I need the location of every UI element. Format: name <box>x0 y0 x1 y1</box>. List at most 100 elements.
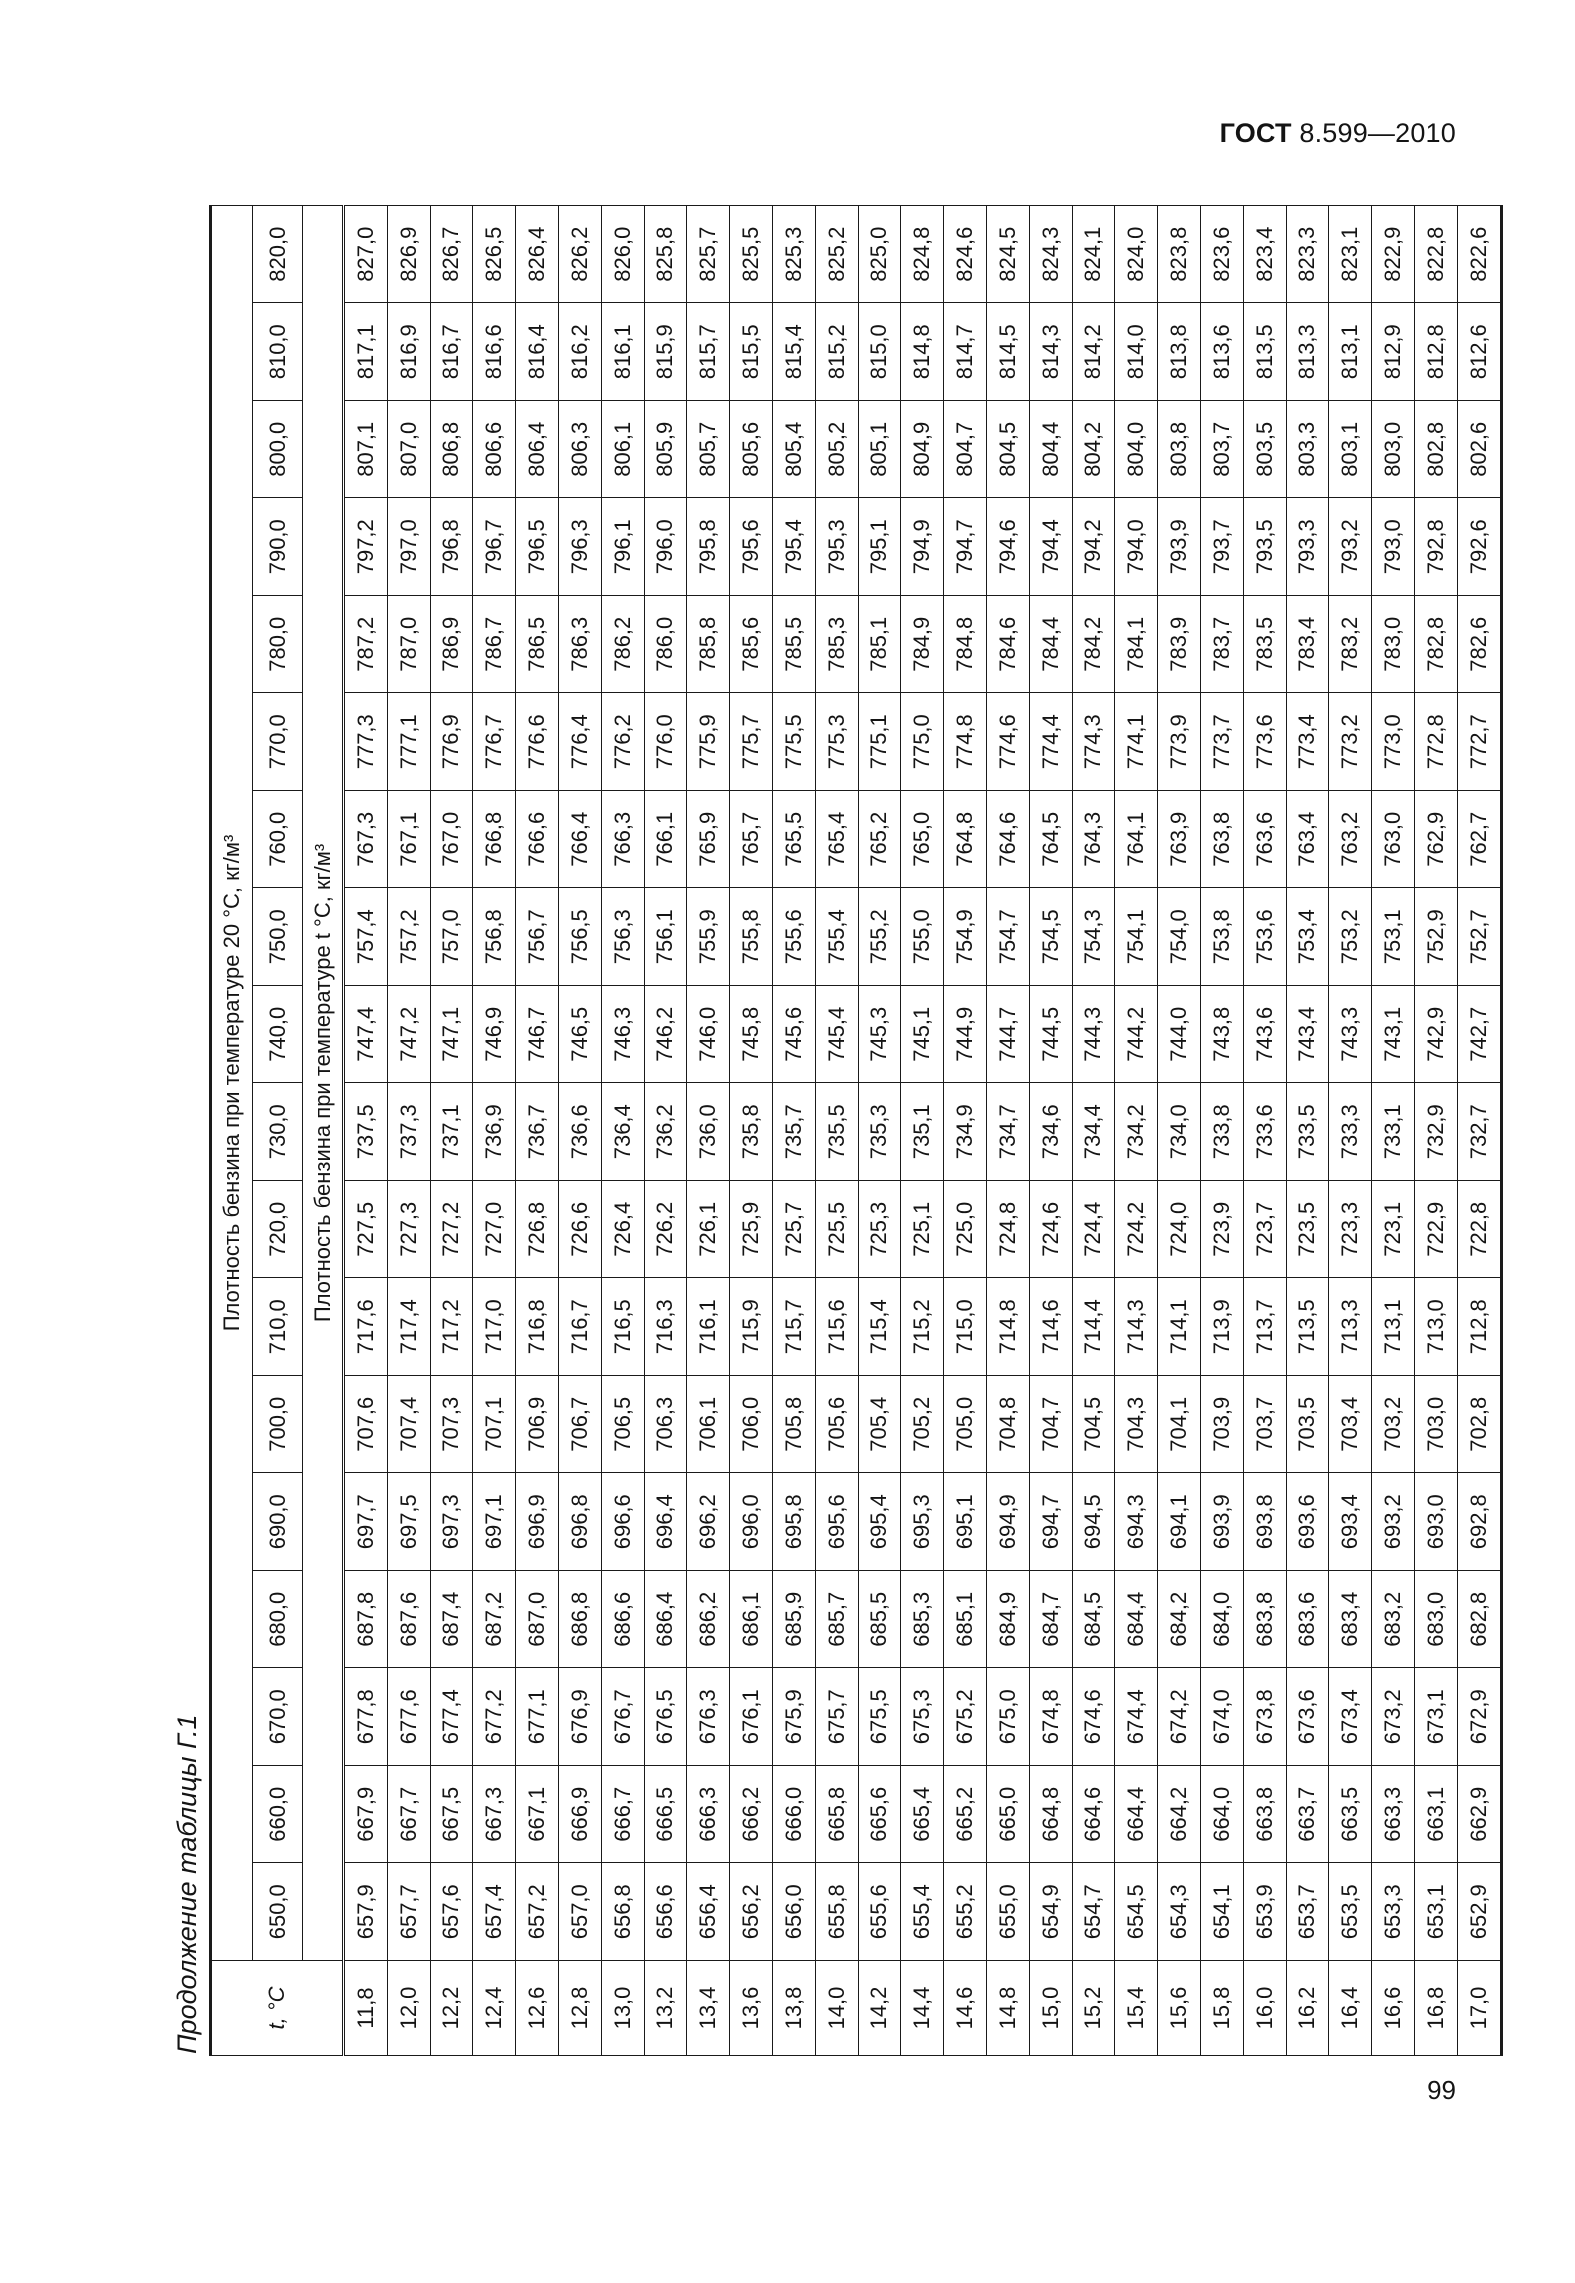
density-cell: 726,4 <box>601 1180 645 1278</box>
density-cell: 664,6 <box>1072 1765 1115 1863</box>
density-cell: 727,3 <box>387 1180 431 1278</box>
density-cell: 704,3 <box>1114 1375 1158 1473</box>
density-cell: 774,4 <box>1029 693 1073 791</box>
density-cell: 827,0 <box>343 205 388 303</box>
density-cell: 764,6 <box>986 790 1030 888</box>
density-cell: 767,3 <box>343 790 388 888</box>
density-cell: 754,0 <box>1157 888 1201 986</box>
density-cell: 773,7 <box>1200 693 1244 791</box>
density-cell: 656,6 <box>644 1863 687 1961</box>
density-cell: 717,6 <box>343 1278 388 1376</box>
density-cell: 686,6 <box>601 1570 645 1668</box>
density-cell: 784,6 <box>986 595 1030 693</box>
density-cell: 725,7 <box>772 1180 816 1278</box>
table-row: 17,0 652,9 662,9 672,9 682,8 692,8 702,8 712,8 7… <box>1457 205 1502 2056</box>
density-cell: 703,9 <box>1200 1375 1244 1473</box>
density-cell: 703,0 <box>1414 1375 1458 1473</box>
density-cell: 814,7 <box>943 303 987 401</box>
density-cell: 733,5 <box>1286 1083 1329 1181</box>
density-cell: 744,2 <box>1114 985 1158 1083</box>
density-cell: 785,5 <box>772 595 816 693</box>
density-cell: 784,1 <box>1114 595 1158 693</box>
density-cell: 793,7 <box>1200 498 1244 596</box>
density-cell: 783,5 <box>1243 595 1287 693</box>
density-cell: 744,0 <box>1157 985 1201 1083</box>
density-cell: 684,2 <box>1157 1570 1201 1668</box>
density-cell: 816,6 <box>472 303 516 401</box>
density-cell: 746,9 <box>472 985 516 1083</box>
row-temperature: 16,0 <box>1243 1960 1287 2056</box>
density-cell: 686,2 <box>686 1570 730 1668</box>
density-cell: 803,0 <box>1371 400 1415 498</box>
density-cell: 674,6 <box>1072 1668 1115 1766</box>
density-cell: 792,8 <box>1414 498 1458 596</box>
density-cell: 705,4 <box>858 1375 901 1473</box>
density-cell: 795,1 <box>858 498 901 596</box>
row-temperature: 13,4 <box>686 1960 730 2056</box>
density-cell: 767,1 <box>387 790 431 888</box>
density-cell: 823,6 <box>1200 205 1244 303</box>
density-cell: 814,0 <box>1114 303 1158 401</box>
density-cell: 804,7 <box>943 400 987 498</box>
row-temperature: 12,6 <box>515 1960 559 2056</box>
density-cell: 767,0 <box>430 790 473 888</box>
row-temperature: 15,8 <box>1200 1960 1244 2056</box>
density-cell: 725,5 <box>815 1180 859 1278</box>
density-cell: 795,6 <box>729 498 773 596</box>
density-cell: 797,0 <box>387 498 431 596</box>
density-cell: 677,2 <box>472 1668 516 1766</box>
density-cell: 823,1 <box>1328 205 1372 303</box>
density-cell: 826,0 <box>601 205 645 303</box>
density-cell: 717,4 <box>387 1278 431 1376</box>
density-cell: 724,6 <box>1029 1180 1073 1278</box>
row-temperature: 16,4 <box>1328 1960 1372 2056</box>
density-cell: 732,7 <box>1457 1083 1502 1181</box>
density-cell: 703,4 <box>1328 1375 1372 1473</box>
density-cell: 786,7 <box>472 595 516 693</box>
density-cell: 734,0 <box>1157 1083 1201 1181</box>
density-cell: 734,7 <box>986 1083 1030 1181</box>
density-cell: 683,2 <box>1371 1570 1415 1668</box>
column-header: 690,0 <box>252 1473 303 1571</box>
density-cell: 743,3 <box>1328 985 1372 1083</box>
density-cell: 723,7 <box>1243 1180 1287 1278</box>
group-header: Плотность бензина при температуре 20 °C,… <box>210 205 253 1961</box>
density-cell: 676,9 <box>558 1668 602 1766</box>
density-cell: 814,3 <box>1029 303 1073 401</box>
density-cell: 816,4 <box>515 303 559 401</box>
density-cell: 687,8 <box>343 1570 388 1668</box>
table-row: 13,6 656,2 666,2 676,1 686,1 696,0 706,0 715,9 7… <box>729 205 773 2056</box>
density-cell: 807,0 <box>387 400 431 498</box>
density-cell: 656,2 <box>729 1863 773 1961</box>
density-cell: 715,9 <box>729 1278 773 1376</box>
density-cell: 804,2 <box>1072 400 1115 498</box>
density-cell: 783,7 <box>1200 595 1244 693</box>
density-cell: 686,1 <box>729 1570 773 1668</box>
table-row: 12,6 657,2 667,1 677,1 687,0 696,9 706,9 716,8 7… <box>515 205 559 2056</box>
density-cell: 713,3 <box>1328 1278 1372 1376</box>
density-cell: 826,5 <box>472 205 516 303</box>
density-cell: 796,3 <box>558 498 602 596</box>
density-cell: 726,1 <box>686 1180 730 1278</box>
density-cell: 766,3 <box>601 790 645 888</box>
density-cell: 815,9 <box>644 303 687 401</box>
density-cell: 787,2 <box>343 595 388 693</box>
density-cell: 813,1 <box>1328 303 1372 401</box>
table-row: 16,4 653,5 663,5 673,4 683,4 693,4 703,4 713,3 7… <box>1328 205 1372 2056</box>
table-row: 15,2 654,7 664,6 674,6 684,5 694,5 704,5 714,4 7… <box>1072 205 1115 2056</box>
density-cell: 786,9 <box>430 595 473 693</box>
density-cell: 806,6 <box>472 400 516 498</box>
density-cell: 784,8 <box>943 595 987 693</box>
header-row-sub: Плотность бензина при температуре t °C, … <box>302 205 344 2055</box>
density-cell: 663,7 <box>1286 1765 1329 1863</box>
column-header: 790,0 <box>252 498 303 596</box>
density-cell: 693,9 <box>1200 1473 1244 1571</box>
table-row: 16,2 653,7 663,7 673,6 683,6 693,6 703,5 713,5 7… <box>1286 205 1329 2056</box>
table-row: 11,8 657,9 667,9 677,8 687,8 697,7 707,6 717,6 7… <box>343 205 388 2056</box>
density-cell: 687,4 <box>430 1570 473 1668</box>
density-cell: 744,3 <box>1072 985 1115 1083</box>
density-cell: 747,4 <box>343 985 388 1083</box>
density-cell: 667,5 <box>430 1765 473 1863</box>
density-cell: 802,8 <box>1414 400 1458 498</box>
density-cell: 782,6 <box>1457 595 1502 693</box>
